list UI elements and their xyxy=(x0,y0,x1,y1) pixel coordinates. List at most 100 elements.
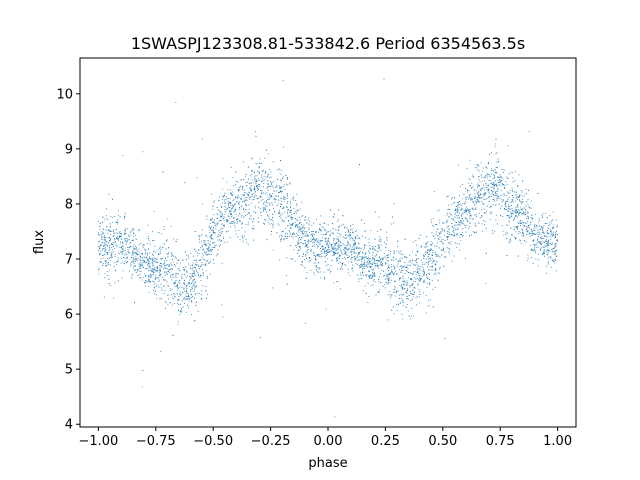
data-point xyxy=(122,256,125,258)
data-point xyxy=(390,266,392,268)
data-point xyxy=(433,190,435,192)
data-point xyxy=(500,194,502,196)
data-point xyxy=(120,235,122,237)
data-point xyxy=(464,203,466,205)
data-point xyxy=(547,231,549,234)
data-point xyxy=(193,266,195,268)
data-point xyxy=(123,238,126,240)
data-point xyxy=(493,173,495,175)
data-point xyxy=(347,229,349,231)
data-point xyxy=(527,218,529,220)
data-point xyxy=(356,252,358,254)
data-point xyxy=(283,196,285,198)
data-point xyxy=(117,232,119,234)
data-point xyxy=(188,263,190,265)
data-point xyxy=(313,243,315,245)
data-point xyxy=(271,182,273,184)
data-point xyxy=(336,252,338,254)
data-point xyxy=(333,216,335,218)
data-point xyxy=(232,204,234,206)
data-point xyxy=(485,282,487,284)
data-point xyxy=(163,279,165,281)
data-point xyxy=(439,267,441,269)
data-point xyxy=(304,231,306,233)
data-point xyxy=(266,198,268,201)
data-point xyxy=(469,222,471,224)
data-point xyxy=(544,245,546,247)
data-point xyxy=(318,231,320,233)
data-point xyxy=(495,166,497,168)
data-point xyxy=(308,261,310,263)
data-point xyxy=(101,231,103,233)
data-point xyxy=(317,242,319,244)
data-point xyxy=(454,242,456,244)
data-point xyxy=(252,227,254,229)
data-point xyxy=(419,293,421,295)
data-point xyxy=(109,264,111,266)
data-point xyxy=(289,206,292,209)
data-point xyxy=(461,218,463,220)
data-point xyxy=(329,230,331,232)
data-point xyxy=(367,276,369,278)
data-point xyxy=(341,263,343,265)
data-point xyxy=(203,240,205,242)
data-point xyxy=(448,216,450,218)
data-point xyxy=(117,238,119,240)
data-point xyxy=(186,295,188,297)
data-point xyxy=(283,197,285,199)
data-point xyxy=(276,195,278,197)
data-point xyxy=(477,193,479,195)
data-point xyxy=(551,243,553,245)
data-point xyxy=(408,315,410,317)
data-point xyxy=(478,195,480,197)
data-point xyxy=(159,267,161,269)
data-point xyxy=(430,259,432,261)
data-point xyxy=(537,231,539,233)
data-point xyxy=(473,232,475,234)
data-point xyxy=(152,240,154,242)
data-point xyxy=(427,241,429,243)
data-point xyxy=(242,240,244,242)
data-point xyxy=(274,211,276,213)
data-point xyxy=(537,237,539,239)
data-point xyxy=(438,209,440,211)
data-point xyxy=(173,293,175,295)
data-point xyxy=(362,258,364,260)
data-point xyxy=(226,181,228,183)
data-point xyxy=(208,262,210,264)
data-point xyxy=(303,235,305,237)
data-point xyxy=(157,277,159,279)
data-point xyxy=(506,200,508,202)
data-point xyxy=(180,276,182,278)
data-point xyxy=(133,235,135,237)
data-point xyxy=(342,249,345,251)
data-point xyxy=(112,256,114,258)
data-point xyxy=(257,221,259,223)
data-point xyxy=(299,208,301,210)
data-point xyxy=(109,223,111,225)
data-point xyxy=(210,253,212,255)
data-point xyxy=(480,162,482,164)
data-point xyxy=(142,262,144,264)
data-point xyxy=(256,179,258,181)
data-point xyxy=(177,290,179,292)
data-point xyxy=(538,233,540,235)
data-point xyxy=(518,199,520,201)
data-point xyxy=(294,222,296,224)
data-point xyxy=(511,201,513,203)
data-point xyxy=(349,238,351,240)
data-point xyxy=(547,242,549,244)
data-point xyxy=(280,173,282,175)
data-point xyxy=(525,225,527,227)
data-point xyxy=(542,241,544,243)
data-point xyxy=(404,272,406,274)
data-point xyxy=(438,233,440,235)
data-point xyxy=(345,251,347,253)
data-point xyxy=(188,297,190,299)
data-point xyxy=(100,234,102,236)
data-point xyxy=(312,222,314,224)
data-point xyxy=(379,239,381,241)
data-point xyxy=(248,204,250,206)
data-point xyxy=(195,301,197,303)
data-point xyxy=(191,272,193,274)
